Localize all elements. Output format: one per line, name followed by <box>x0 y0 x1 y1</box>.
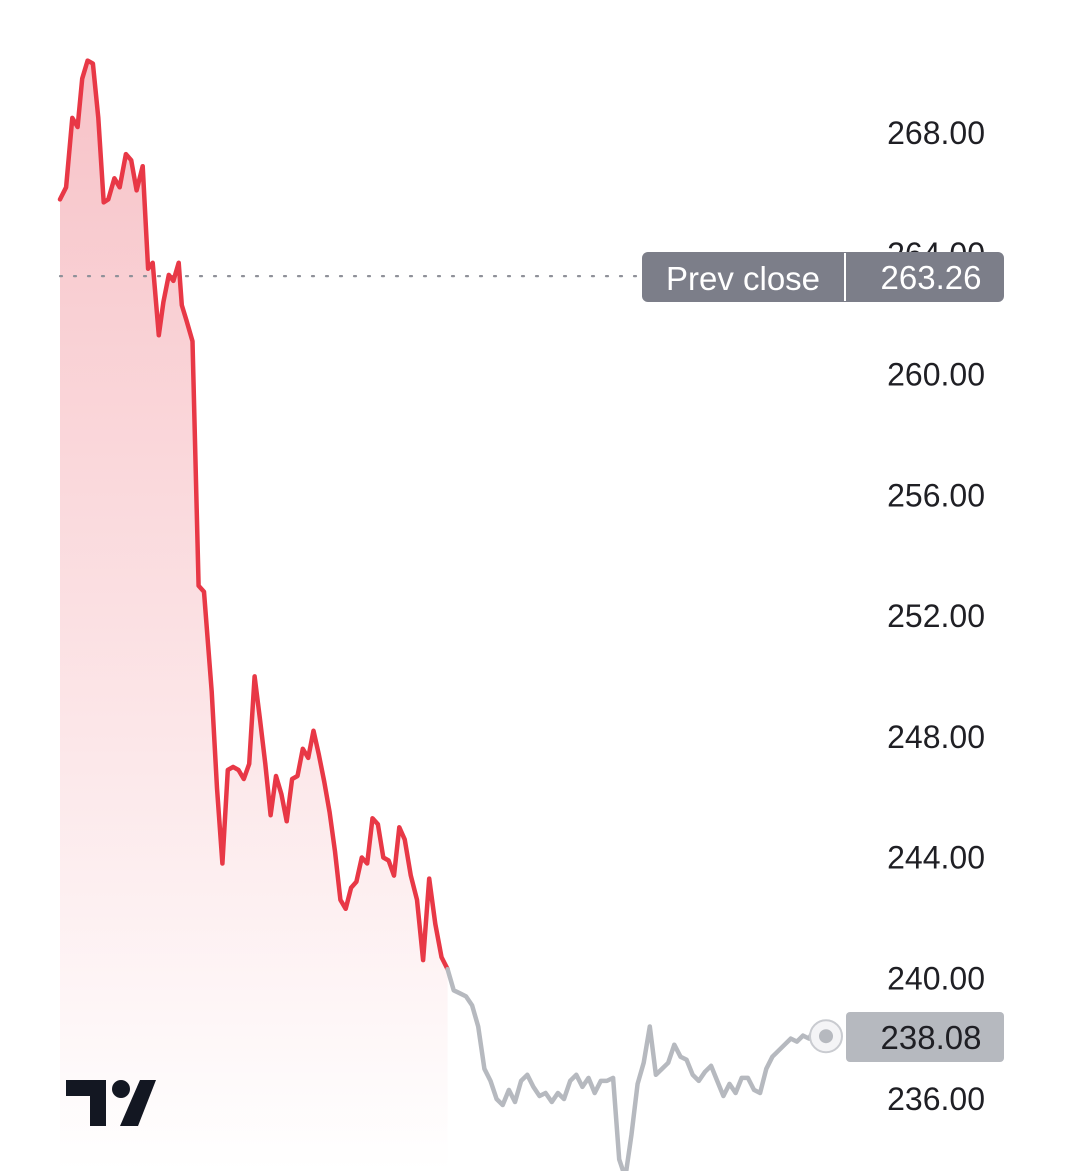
price-line-regular <box>57 58 450 972</box>
current-price-marker-dot <box>819 1029 833 1044</box>
y-tick-label: 268.00 <box>887 115 985 151</box>
y-tick-label: 248.00 <box>887 719 985 755</box>
y-tick-label: 236.00 <box>887 1081 985 1117</box>
y-tick-label: 240.00 <box>887 960 985 996</box>
current-price-value: 238.08 <box>881 1019 982 1056</box>
y-tick-label: 252.00 <box>887 598 985 634</box>
price-line-extended <box>445 966 829 1171</box>
prev-close-badge[interactable]: Prev close 263.26 <box>642 252 1004 302</box>
y-tick-label: 260.00 <box>887 357 985 393</box>
prev-close-badge-bg <box>642 252 1004 302</box>
prev-close-value: 263.26 <box>881 259 982 296</box>
current-price-badge: 238.08 <box>846 1012 1004 1062</box>
tradingview-logo-icon <box>66 1080 156 1126</box>
prev-close-label: Prev close <box>666 260 820 297</box>
y-tick-label: 244.00 <box>887 840 985 876</box>
price-area-fill <box>60 60 448 1171</box>
y-tick-label: 256.00 <box>887 477 985 513</box>
current-price-badge-bg <box>846 1012 1004 1062</box>
